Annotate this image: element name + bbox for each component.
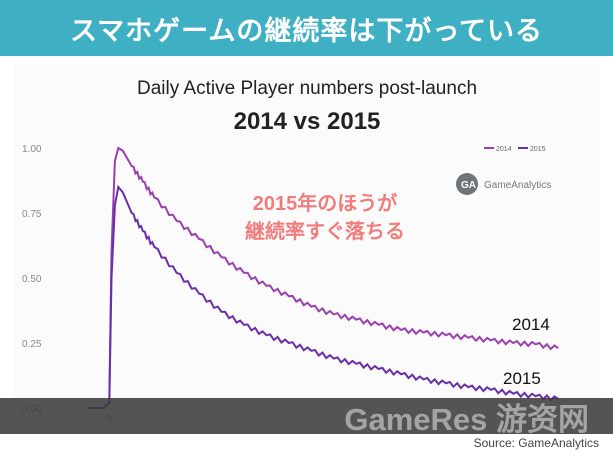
chart-title: Daily Active Player numbers post-launch: [136, 78, 478, 99]
y-tick-label: 1.00: [22, 144, 42, 155]
legend-label-2014: 2014: [496, 146, 512, 153]
title-banner: スマホゲームの継続率は下がっている: [0, 0, 613, 56]
y-tick-label: 0.50: [22, 274, 42, 285]
watermark-bar: GameRes 游资网: [0, 398, 613, 437]
series-line-2015: [86, 184, 559, 409]
annotation-text: 2015年のほうが: [253, 191, 398, 215]
annotation-text: 継続率すぐ落ちる: [245, 219, 405, 243]
source-caption: Source: GameAnalytics: [473, 436, 599, 450]
watermark-text: GameRes 游资网: [344, 401, 589, 437]
line-label-2014: 2014: [512, 315, 550, 334]
y-tick-label: 0.75: [22, 209, 42, 220]
gameanalytics-logo-icon: [456, 173, 478, 195]
logo-text: GameAnalytics: [484, 180, 551, 191]
chart-subtitle: 2014 vs 2015: [233, 108, 381, 135]
y-tick-label: 0.25: [22, 339, 42, 350]
line-label-2015: 2015: [503, 369, 541, 388]
logo-initials: GA: [461, 180, 476, 191]
series-line-2014: [86, 146, 559, 409]
legend-label-2015: 2015: [530, 146, 546, 153]
banner-title: スマホゲームの継続率は下がっている: [69, 15, 544, 47]
